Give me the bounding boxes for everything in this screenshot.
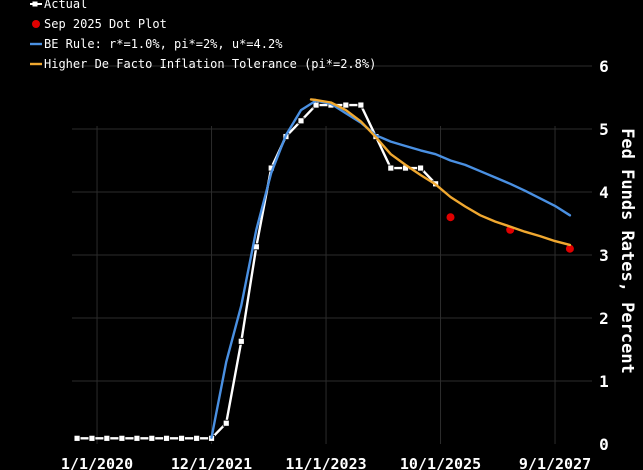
y-tick-label: 5	[599, 120, 609, 139]
actual-point	[237, 337, 245, 345]
legend-marker-square	[32, 1, 38, 7]
series-line-0	[75, 103, 437, 440]
actual-point	[297, 117, 305, 125]
actual-point	[88, 434, 96, 442]
y-tick-label: 6	[599, 57, 609, 76]
y-tick-label: 1	[599, 372, 609, 391]
legend-entry-label: BE Rule: r*=1.0%, pi*=2%, u*=4.2%	[44, 37, 283, 51]
x-tick-label: 10/1/2025	[400, 455, 481, 470]
legend-entry-label: Higher De Facto Inflation Tolerance (pi*…	[44, 57, 376, 71]
x-tick-label: 9/1/2027	[519, 455, 591, 470]
dot-plot-point	[565, 244, 574, 253]
actual-point	[312, 101, 320, 109]
grid-layer	[72, 65, 592, 444]
y-axis-label: Fed Funds Rates, Percent	[617, 128, 637, 374]
y-tick-label: 2	[599, 309, 609, 328]
actual-point	[222, 419, 230, 427]
dot-plot-point	[446, 213, 455, 222]
tick-layer: 0 1 2 3 4 5 6 1/1/2020 12/1/2021 11/1/2023 10/1/20…	[61, 57, 609, 470]
legend: Actual Sep 2025 Dot Plot BE Rule: r*=1.0%,…	[30, 0, 376, 71]
series-line-2	[210, 99, 572, 439]
actual-point	[387, 164, 395, 172]
x-tick-label: 12/1/2021	[171, 455, 252, 470]
actual-point	[73, 434, 81, 442]
actual-point	[342, 101, 350, 109]
legend-entry-label: Actual	[44, 0, 87, 11]
y-tick-label: 4	[599, 183, 609, 202]
legend-marker-circle	[32, 20, 40, 28]
legend-entry-label: Sep 2025 Dot Plot	[44, 17, 167, 31]
actual-point	[133, 434, 141, 442]
actual-point	[417, 164, 424, 172]
actual-point	[148, 434, 156, 442]
x-tick-label: 1/1/2020	[61, 455, 133, 470]
x-tick-label: 11/1/2023	[285, 455, 366, 470]
actual-point	[103, 434, 111, 442]
y-tick-label: 3	[599, 246, 609, 265]
series-line-3	[309, 98, 572, 247]
actual-point	[118, 434, 126, 442]
actual-point	[178, 434, 185, 442]
y-tick-label: 0	[599, 435, 609, 454]
actual-point	[193, 434, 201, 442]
series-layer	[73, 98, 574, 442]
actual-point	[357, 101, 365, 109]
actual-point	[163, 434, 170, 442]
